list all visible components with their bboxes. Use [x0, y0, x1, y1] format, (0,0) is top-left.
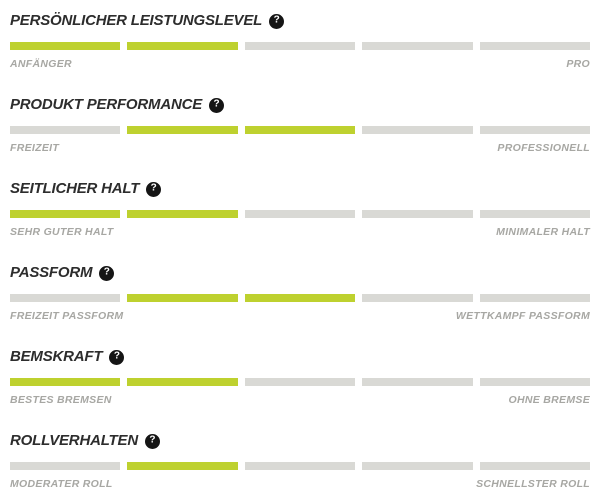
bar-segment-filled	[127, 294, 238, 302]
metric-row: SEITLICHER HALT ? SEHR GUTER HALT MINIMA…	[10, 168, 591, 252]
bar-segment-filled	[127, 42, 238, 50]
rating-bar	[10, 294, 591, 302]
scale-min-label: MODERATER ROLL	[10, 478, 113, 490]
scale-min-label: FREIZEIT PASSFORM	[10, 310, 124, 322]
bar-segment-empty	[362, 42, 473, 50]
question-mark-glyph: ?	[149, 434, 156, 446]
bar-segment-empty	[10, 126, 121, 134]
scale-min-label: BESTES BREMSEN	[10, 394, 112, 406]
metric-title: ROLLVERHALTEN	[10, 432, 138, 449]
metric-header: SEITLICHER HALT ?	[10, 180, 162, 198]
metric-title: PASSFORM	[10, 264, 93, 281]
help-icon[interactable]: ?	[109, 349, 125, 365]
bar-segment-filled	[127, 126, 238, 134]
scale-min-label: FREIZEIT	[10, 142, 60, 154]
metric-header: ROLLVERHALTEN ?	[10, 432, 160, 450]
help-icon[interactable]: ?	[99, 265, 115, 281]
rating-bar	[10, 462, 591, 470]
metric-title: BEMSKRAFT	[10, 348, 103, 365]
rating-bar	[10, 210, 591, 218]
bar-segment-filled	[244, 126, 356, 134]
bar-segment-empty	[244, 378, 356, 386]
rating-bar	[10, 126, 591, 134]
scale-max-label: PRO	[566, 58, 590, 70]
metric-row: PASSFORM ? FREIZEIT PASSFORM WETTKAMPF P…	[10, 252, 591, 336]
rating-bar	[10, 378, 591, 386]
metric-row: PRODUKT PERFORMANCE ? FREIZEIT PROFESSIO…	[10, 84, 591, 168]
bar-segment-empty	[479, 126, 591, 134]
rating-bar	[10, 42, 591, 50]
bar-segment-filled	[244, 294, 356, 302]
scale-labels: FREIZEIT PASSFORM WETTKAMPF PASSFORM	[10, 310, 590, 322]
question-mark-glyph: ?	[213, 98, 220, 110]
bar-segment-filled	[127, 210, 238, 218]
bar-segment-empty	[362, 294, 473, 302]
question-mark-glyph: ?	[150, 182, 157, 194]
scale-max-label: SCHNELLSTER ROLL	[476, 478, 590, 490]
bar-segment-empty	[244, 210, 356, 218]
help-icon[interactable]: ?	[269, 13, 285, 29]
scale-max-label: PROFESSIONELL	[497, 142, 590, 154]
bar-segment-empty	[479, 462, 591, 470]
scale-labels: ANFÄNGER PRO	[10, 58, 590, 70]
question-mark-glyph: ?	[103, 266, 110, 278]
bar-segment-empty	[479, 378, 591, 386]
bar-segment-filled	[10, 378, 121, 386]
metric-row: PERSÖNLICHER LEISTUNGSLEVEL ? ANFÄNGER P…	[10, 0, 591, 84]
bar-segment-empty	[362, 210, 473, 218]
bar-segment-empty	[479, 210, 591, 218]
bar-segment-filled	[127, 378, 238, 386]
metric-title: PERSÖNLICHER LEISTUNGSLEVEL	[10, 12, 263, 29]
question-mark-glyph: ?	[113, 350, 120, 362]
metric-header: PERSÖNLICHER LEISTUNGSLEVEL ?	[10, 12, 285, 30]
scale-min-label: ANFÄNGER	[10, 58, 72, 70]
help-icon[interactable]: ?	[146, 181, 162, 197]
help-icon[interactable]: ?	[209, 97, 225, 113]
scale-labels: BESTES BREMSEN OHNE BREMSE	[10, 394, 590, 406]
bar-segment-empty	[244, 462, 356, 470]
metric-row: BEMSKRAFT ? BESTES BREMSEN OHNE BREMSE	[10, 336, 591, 420]
bar-segment-filled	[10, 210, 121, 218]
metric-header: BEMSKRAFT ?	[10, 348, 125, 366]
scale-max-label: OHNE BREMSE	[508, 394, 590, 406]
metric-title: PRODUKT PERFORMANCE	[10, 96, 203, 113]
scale-labels: MODERATER ROLL SCHNELLSTER ROLL	[10, 478, 590, 490]
metric-row: ROLLVERHALTEN ? MODERATER ROLL SCHNELLST…	[10, 420, 591, 504]
bar-segment-filled	[10, 42, 121, 50]
bar-segment-empty	[362, 462, 473, 470]
bar-segment-empty	[10, 462, 121, 470]
scale-max-label: MINIMALER HALT	[496, 226, 590, 238]
scale-labels: FREIZEIT PROFESSIONELL	[10, 142, 590, 154]
bar-segment-empty	[479, 294, 591, 302]
scale-labels: SEHR GUTER HALT MINIMALER HALT	[10, 226, 590, 238]
bar-segment-empty	[244, 42, 356, 50]
bar-segment-empty	[362, 378, 473, 386]
question-mark-glyph: ?	[273, 14, 280, 26]
bar-segment-empty	[479, 42, 591, 50]
metric-title: SEITLICHER HALT	[10, 180, 140, 197]
scale-max-label: WETTKAMPF PASSFORM	[455, 310, 590, 322]
metric-header: PRODUKT PERFORMANCE ?	[10, 96, 225, 114]
metric-header: PASSFORM ?	[10, 264, 115, 282]
bar-segment-empty	[362, 126, 473, 134]
bar-segment-filled	[127, 462, 238, 470]
scale-min-label: SEHR GUTER HALT	[10, 226, 114, 238]
help-icon[interactable]: ?	[144, 433, 160, 449]
bar-segment-empty	[10, 294, 121, 302]
